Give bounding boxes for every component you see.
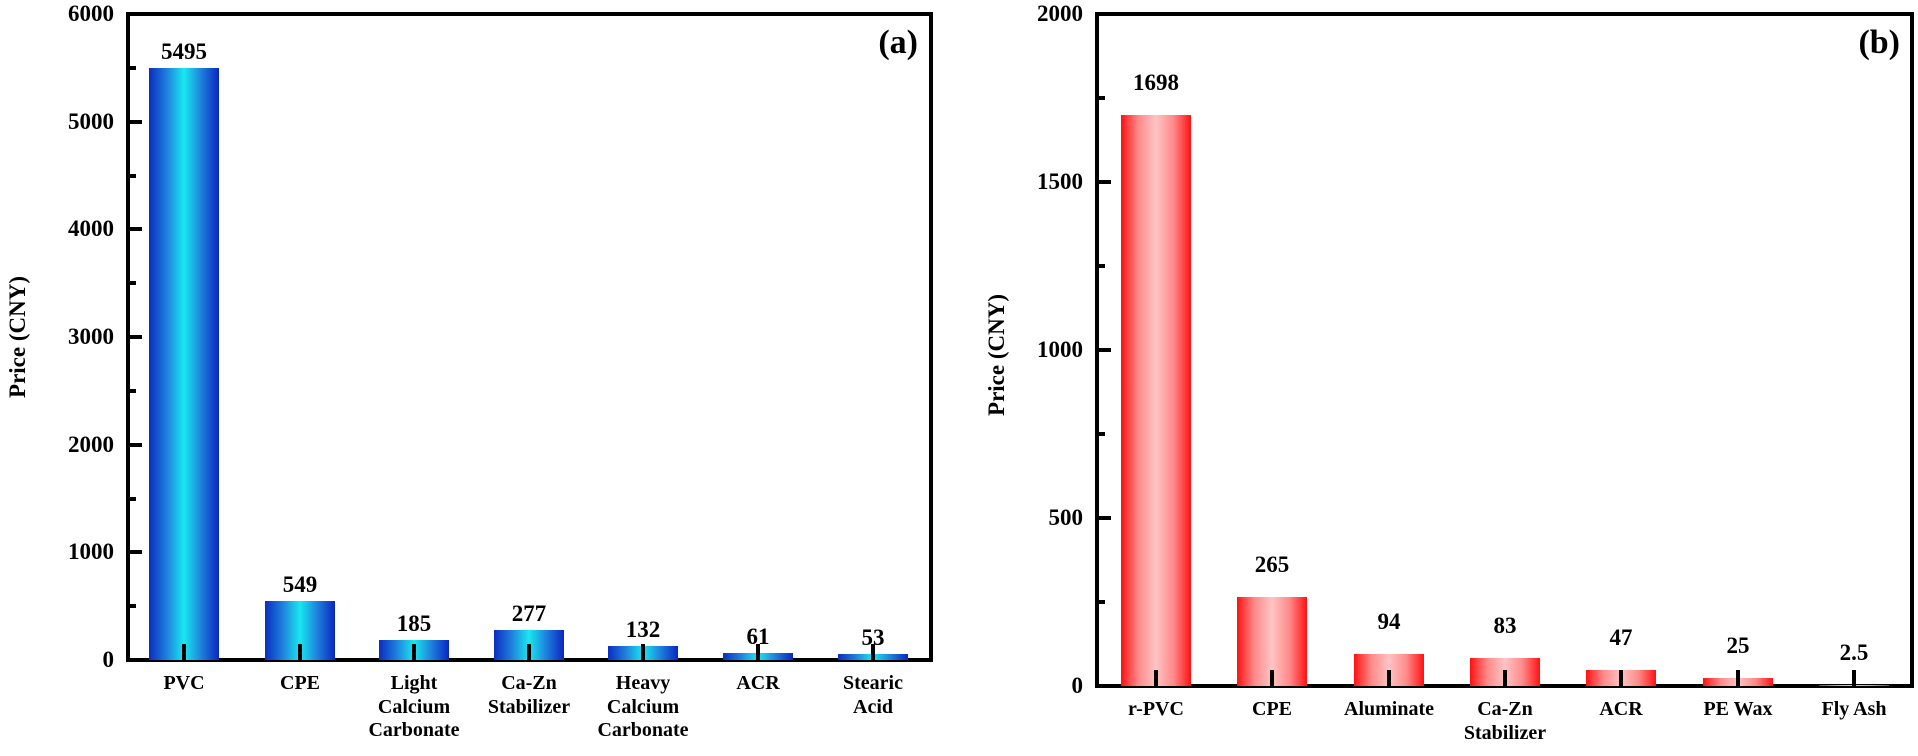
x-tick	[182, 644, 186, 660]
y-major-tick	[128, 335, 142, 339]
y-minor-tick	[128, 281, 136, 286]
bar-value-label: 47	[1609, 625, 1633, 651]
y-minor-tick	[128, 388, 136, 393]
x-tick-label: ACR	[736, 672, 780, 694]
plot-frame	[126, 12, 933, 662]
bar-value-label: 1698	[1133, 70, 1179, 96]
bar-value-label: 2.5	[1839, 640, 1869, 666]
x-tick-label: r-PVC	[1128, 698, 1184, 720]
bar-value-label: 185	[396, 611, 432, 637]
x-tick	[1619, 670, 1623, 686]
x-tick	[871, 644, 875, 660]
bar-value-label: 132	[625, 616, 661, 642]
x-tick-label: Ca-Zn Stabilizer	[487, 672, 571, 718]
x-tick	[1387, 670, 1391, 686]
y-minor-tick	[1097, 96, 1105, 100]
y-minor-tick	[1097, 600, 1105, 604]
y-major-tick	[1097, 348, 1111, 352]
y-minor-tick	[1097, 432, 1105, 436]
panel-tag: (a)	[878, 24, 918, 61]
plot-frame	[1095, 12, 1914, 688]
bar-0	[1121, 115, 1191, 686]
y-axis-label: Price (CNY)	[5, 276, 30, 398]
y-tick-label: 2000	[68, 431, 114, 457]
x-tick-label: Ca-Zn Stabilizer	[1463, 698, 1547, 744]
y-minor-tick	[128, 65, 136, 70]
bar-value-label: 83	[1493, 613, 1517, 639]
x-tick-label: Stearic Acid	[843, 672, 903, 718]
x-tick-label: Light Calcium Carbonate	[368, 672, 460, 742]
y-major-tick	[1097, 180, 1111, 184]
x-tick	[1270, 670, 1274, 686]
y-tick-label: 6000	[68, 1, 114, 26]
x-tick-label: Fly Ash	[1821, 698, 1887, 720]
bar-value-label: 265	[1254, 551, 1290, 577]
y-axis-label: Price (CNY)	[984, 294, 1009, 416]
x-tick	[1736, 670, 1740, 686]
bar-value-label: 5495	[161, 39, 207, 65]
panel-tag: (b)	[1858, 24, 1900, 61]
y-tick-label: 500	[1048, 505, 1084, 530]
x-tick-label: PVC	[163, 672, 205, 694]
y-major-tick	[128, 227, 142, 232]
bar-value-label: 549	[282, 571, 318, 597]
y-tick-label: 2000	[1037, 1, 1083, 26]
x-tick	[527, 644, 531, 660]
y-tick-label: 1000	[68, 539, 114, 565]
y-minor-tick	[1097, 264, 1105, 268]
y-major-tick	[128, 442, 142, 447]
x-tick-label: CPE	[1252, 698, 1292, 720]
x-tick-label: PE Wax	[1703, 698, 1773, 720]
bar-0	[149, 68, 219, 660]
x-tick-label: ACR	[1599, 698, 1643, 720]
x-tick-label: Heavy Calcium Carbonate	[597, 672, 689, 742]
bar-value-label: 94	[1377, 609, 1401, 635]
y-major-tick	[1097, 516, 1111, 520]
bar-value-label: 61	[746, 624, 770, 650]
x-tick	[756, 644, 760, 660]
x-tick	[298, 644, 302, 660]
x-tick	[412, 644, 416, 660]
y-tick-label: 0	[102, 647, 115, 672]
y-tick-label: 1000	[1037, 337, 1083, 362]
y-tick-label: 5000	[68, 108, 114, 134]
y-major-tick	[128, 119, 142, 124]
x-tick-label: CPE	[280, 672, 320, 694]
y-minor-tick	[128, 173, 136, 178]
y-tick-label: 3000	[68, 324, 114, 349]
y-tick-label: 1500	[1037, 169, 1083, 194]
y-minor-tick	[128, 496, 136, 501]
bar-value-label: 25	[1726, 632, 1750, 658]
x-tick	[1852, 670, 1856, 686]
bar-value-label: 277	[511, 601, 547, 627]
y-tick-label: 0	[1071, 673, 1084, 698]
y-tick-label: 4000	[68, 216, 114, 242]
x-tick	[641, 644, 645, 660]
x-tick	[1503, 670, 1507, 686]
bar-value-label: 53	[861, 625, 885, 651]
x-tick	[1154, 670, 1158, 686]
y-major-tick	[128, 550, 142, 555]
x-tick-label: Aluminate	[1344, 698, 1434, 720]
y-minor-tick	[128, 604, 136, 609]
